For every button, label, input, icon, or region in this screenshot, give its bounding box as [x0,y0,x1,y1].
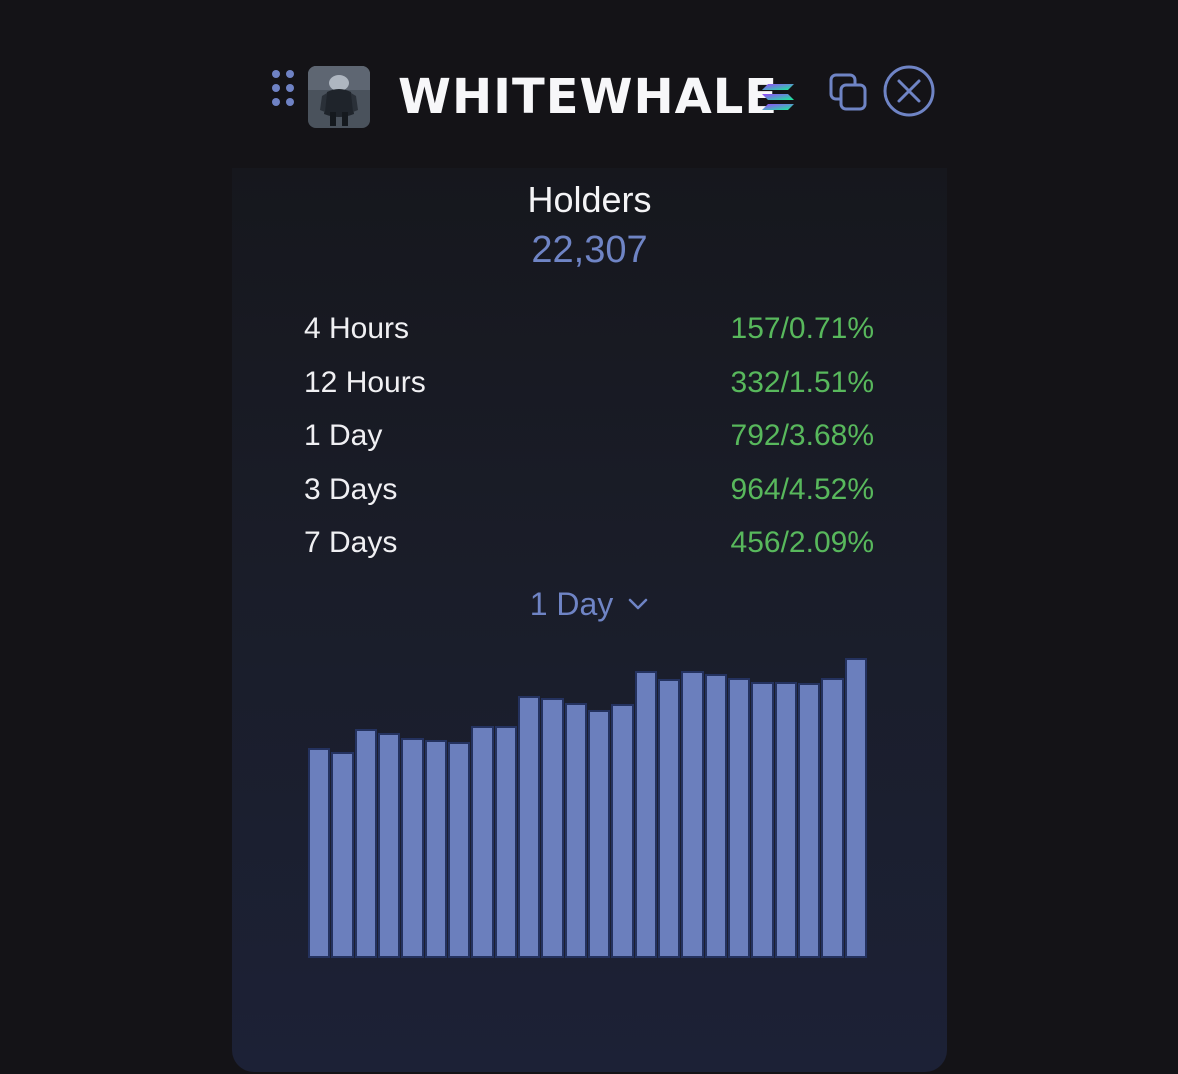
stat-row-3d: 3 Days 964/4.52% [304,463,874,517]
stat-change: 157/0.71% [730,312,874,345]
stat-change: 792/3.68% [730,419,874,452]
holders-bar-chart [308,646,868,958]
holders-count: 22,307 [531,229,648,271]
chart-bar [494,726,517,958]
drag-handle-icon[interactable] [272,70,294,110]
chart-bar [658,679,681,958]
stat-change: 332/1.51% [730,365,874,399]
chart-bar [354,729,377,958]
chart-bar [588,710,611,958]
chart-bar [424,740,447,958]
drag-dot [286,98,294,106]
drag-dot [286,84,294,92]
chevron-down-icon [629,598,648,610]
stat-row-12h: 12 Hours 332/1.51% [304,356,874,410]
solana-icon [762,84,794,110]
drag-dot [272,70,280,78]
chart-bar [798,683,821,958]
holder-change-list: 4 Hours 157/0.71% 12 Hours 332/1.51% 1 D… [304,302,874,570]
stat-period: 4 Hours [304,312,410,345]
chart-bar [564,703,587,958]
stat-change: 456/2.09% [730,526,874,559]
chart-bar [541,698,564,958]
close-icon[interactable] [882,64,936,118]
chart-bar [448,742,471,958]
token-avatar [308,66,370,128]
chart-bar [774,682,797,958]
chart-bar [751,682,774,958]
drag-dot [272,84,280,92]
holders-label: Holders [527,179,652,220]
period-dropdown[interactable]: 1 Day [232,580,947,628]
widget-header: WHITEWHALE [0,0,1178,150]
chart-bar [634,671,657,958]
copy-icon[interactable] [828,72,870,114]
stat-row-4h: 4 Hours 157/0.71% [304,302,874,356]
chart-bar [378,733,401,958]
stat-row-7d: 7 Days 456/2.09% [304,516,874,570]
chart-bar [471,726,494,958]
chart-bar [611,704,634,958]
chart-bar [401,738,424,958]
chart-bar [821,678,844,958]
token-name: WHITEWHALE [398,69,779,125]
stat-row-1d: 1 Day 792/3.68% [304,409,874,463]
token-avatar-image [308,66,370,128]
holders-panel: Holders 22,307 4 Hours 157/0.71% 12 Hour… [232,168,947,1072]
chart-bar [844,658,867,958]
stat-period: 12 Hours [304,365,426,399]
drag-dot [272,98,280,106]
chart-bar [681,671,704,958]
stat-change: 964/4.52% [730,472,874,506]
chart-bar [728,678,751,958]
chart-bar [331,752,354,958]
drag-dot [286,70,294,78]
chart-bar [308,748,331,958]
stat-period: 1 Day [304,419,383,452]
chart-bar [518,696,541,958]
chart-bar [704,674,727,958]
period-dropdown-label: 1 Day [529,585,614,622]
stat-period: 7 Days [304,526,398,559]
stat-period: 3 Days [304,472,398,506]
